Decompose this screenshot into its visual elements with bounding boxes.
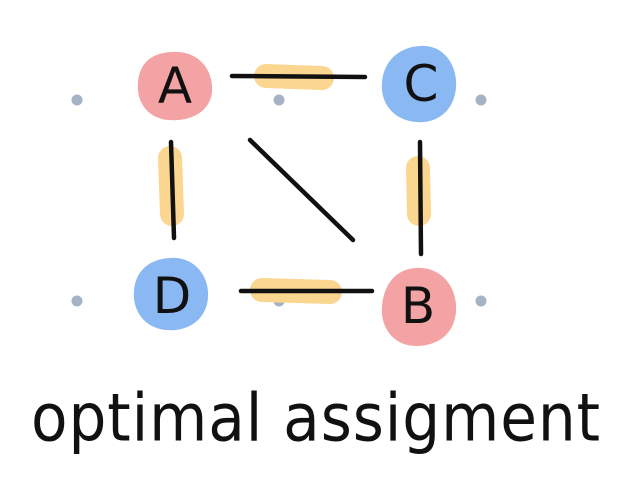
edge-c-b [417, 139, 424, 257]
node-d-label: D [153, 267, 192, 325]
node-blobs [133, 45, 457, 346]
edge-a-c [229, 73, 368, 80]
node-a-blob [137, 51, 213, 121]
grid-dot [475, 94, 487, 106]
edge-a-b [247, 137, 356, 243]
graph-edges [168, 73, 424, 294]
node-b-blob [381, 267, 457, 346]
grid-dot [475, 295, 487, 307]
grid-dot [71, 295, 83, 307]
edge-a-d [168, 139, 177, 241]
node-labels: A C D B [153, 55, 439, 335]
node-c-label: C [404, 55, 439, 113]
grid-dot [71, 94, 83, 106]
node-b-label: B [401, 277, 435, 335]
node-c-blob [381, 45, 457, 123]
node-d-blob [133, 257, 209, 331]
caption-text: optimal assigment [31, 380, 601, 457]
grid-dot [273, 94, 285, 106]
node-a-label: A [158, 57, 192, 115]
grid-dots [71, 94, 487, 307]
